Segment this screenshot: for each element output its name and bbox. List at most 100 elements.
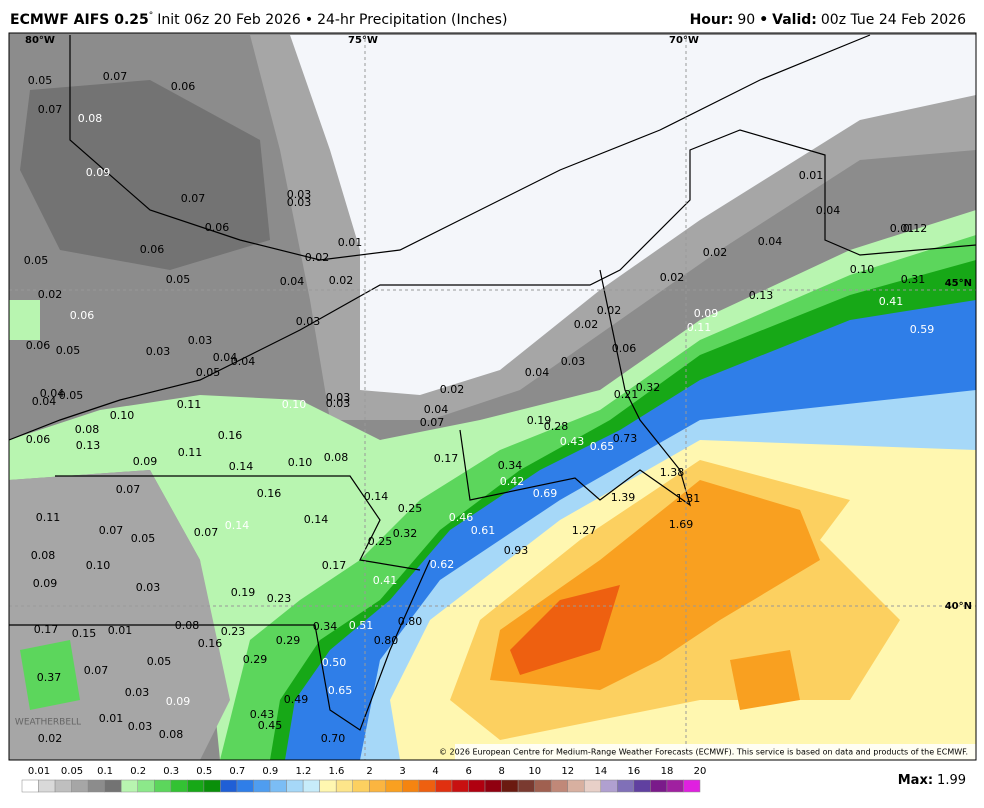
- lon-label: 70°W: [669, 35, 699, 46]
- valid-header: Hour: 90 • Valid: 00z Tue 24 Feb 2026: [690, 12, 967, 28]
- color-swatch: [269, 779, 287, 793]
- lat-label: 45°N: [945, 278, 972, 289]
- logo: WEATHERBELL: [15, 718, 81, 728]
- colorbar-label: 2: [366, 766, 372, 777]
- separator: •: [759, 12, 768, 28]
- value-label: 0.07: [38, 103, 63, 116]
- value-label: 0.32: [636, 381, 661, 394]
- value-label: 0.62: [430, 558, 455, 571]
- colorbar-label: 18: [661, 766, 674, 777]
- graticule: [9, 33, 976, 760]
- value-label: 0.03: [136, 581, 161, 594]
- value-label: 0.61: [471, 524, 496, 537]
- border: [459, 269, 692, 507]
- map-frame: [8, 32, 977, 761]
- border: [9, 129, 976, 441]
- color-swatch: [484, 779, 502, 793]
- value-label: 0.05: [28, 74, 53, 87]
- value-label: 0.08: [159, 728, 184, 741]
- value-label: 0.03: [146, 345, 171, 358]
- field: [510, 585, 620, 675]
- value-label: 0.09: [166, 695, 191, 708]
- colorbar-label: 0.01: [28, 766, 50, 777]
- colorbar-label: 0.05: [61, 766, 83, 777]
- value-label: 0.34: [313, 620, 338, 633]
- value-label: 0.14: [225, 519, 250, 532]
- color-swatch: [567, 779, 585, 793]
- color-swatch: [253, 779, 271, 793]
- colorbar-label: 16: [628, 766, 641, 777]
- color-swatch: [550, 779, 568, 793]
- value-label: 1.39: [611, 491, 636, 504]
- value-label: 0.04: [424, 403, 449, 416]
- value-label: 0.03: [326, 391, 351, 404]
- colorbar-label: 0.3: [163, 766, 179, 777]
- value-label: 0.03: [128, 720, 153, 733]
- value-label: 0.10: [850, 263, 875, 276]
- value-label: 0.06: [26, 433, 51, 446]
- value-label: 0.19: [527, 414, 552, 427]
- value-label: 0.14: [304, 513, 329, 526]
- value-label: 0.02: [329, 274, 354, 287]
- value-label: 0.03: [125, 686, 150, 699]
- value-label: 0.37: [37, 671, 62, 684]
- value-label: 0.11: [178, 446, 203, 459]
- color-swatch: [319, 779, 337, 793]
- color-swatch: [583, 779, 602, 793]
- max-label: Max:: [898, 773, 933, 788]
- field: [9, 300, 40, 340]
- colorbar-label: 0.1: [97, 766, 113, 777]
- value-label: 0.25: [398, 502, 423, 515]
- value-label: 0.42: [500, 475, 525, 488]
- field: [20, 640, 80, 710]
- color-swatch: [137, 779, 155, 793]
- value-label: 0.07: [103, 70, 128, 83]
- colorbar-label: 20: [694, 766, 707, 777]
- value-label: 0.01: [799, 169, 824, 182]
- value-label: 0.34: [498, 459, 523, 472]
- value-label: 0.05: [24, 254, 49, 267]
- value-label: 0.08: [78, 112, 103, 125]
- color-swatch: [600, 779, 618, 793]
- color-swatch: [203, 779, 221, 793]
- value-label: 0.29: [276, 634, 301, 647]
- value-label: 0.25: [368, 535, 393, 548]
- value-label: 0.80: [374, 634, 399, 647]
- header: ECMWF AIFS 0.25° Init 06z 20 Feb 2026 • 24-…: [10, 11, 507, 29]
- color-swatch: [71, 779, 89, 793]
- value-label: 0.07: [99, 524, 124, 537]
- value-label: 0.04: [40, 387, 65, 400]
- value-label: 0.80: [398, 615, 423, 628]
- color-swatch: [187, 779, 205, 793]
- value-label: 0.17: [322, 559, 347, 572]
- value-label: 0.51: [349, 619, 374, 632]
- value-label: 0.11: [687, 321, 712, 334]
- value-label: 0.12: [903, 222, 928, 235]
- color-swatch: [633, 779, 651, 793]
- value-label: 0.06: [612, 342, 637, 355]
- value-label: 0.16: [198, 637, 223, 650]
- lon-label: 80°W: [25, 35, 55, 46]
- value-label: 0.02: [38, 732, 63, 745]
- value-label: 0.13: [76, 439, 101, 452]
- value-label: 0.28: [544, 420, 569, 433]
- value-label: 0.03: [287, 188, 312, 201]
- colorbar-label: 4: [432, 766, 438, 777]
- value-label: 0.50: [322, 656, 347, 669]
- hour: 90: [737, 12, 755, 28]
- value-label: 0.07: [420, 416, 445, 429]
- colorbar: 0.01 0.05 0.1 0.2 0.3 0.5 0.7 0.9 1.2 1.6 2 3 4 6 8 10 1…: [21, 766, 707, 793]
- value-label: 0.41: [373, 574, 398, 587]
- value-label: 0.03: [326, 397, 351, 410]
- value-label: 0.05: [59, 389, 84, 402]
- value-label: 0.13: [749, 289, 774, 302]
- colorbar-label: 14: [594, 766, 607, 777]
- value-label: 0.21: [614, 388, 639, 401]
- value-label: 0.02: [38, 288, 63, 301]
- value-label: 0.04: [213, 351, 238, 364]
- value-label: 0.01: [338, 236, 363, 249]
- value-label: 0.14: [364, 490, 389, 503]
- max-value: 1.99: [937, 773, 966, 788]
- borders: [9, 34, 976, 731]
- value-label: 0.10: [110, 409, 135, 422]
